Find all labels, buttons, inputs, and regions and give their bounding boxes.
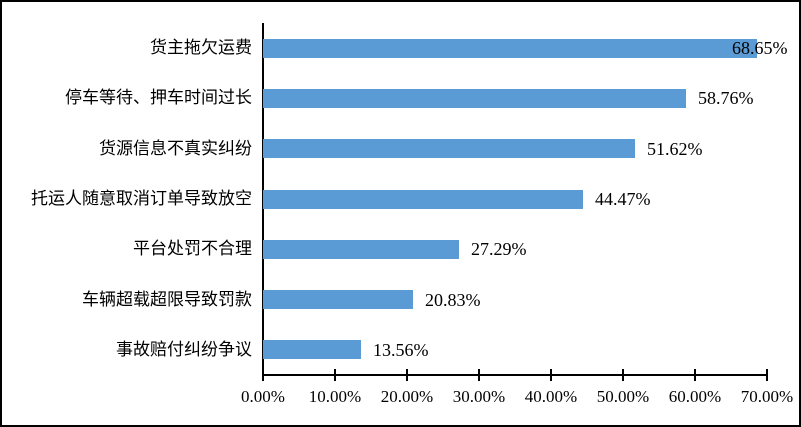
bar [263, 189, 583, 209]
data-label: 27.29% [471, 239, 527, 260]
bar [263, 340, 361, 360]
data-label: 58.76% [698, 88, 754, 109]
category-label: 车辆超载超限导致罚款 [82, 289, 252, 309]
bar [263, 239, 459, 259]
category-label: 平台处罚不合理 [133, 239, 252, 259]
category-label: 货源信息不真实纠纷 [99, 138, 252, 158]
data-label: 44.47% [595, 189, 651, 209]
data-label: 68.65% [732, 38, 788, 59]
bar [263, 290, 413, 310]
x-axis-tick [334, 369, 336, 381]
category-label: 托运人随意取消订单导致放空 [31, 189, 252, 208]
bar [263, 88, 686, 108]
x-axis-tick [262, 369, 264, 381]
x-axis-tick [406, 369, 408, 381]
data-label: 13.56% [373, 339, 429, 360]
x-axis-tick [478, 369, 480, 381]
data-label: 51.62% [647, 138, 703, 159]
bar [263, 38, 757, 58]
x-axis-tick [622, 369, 624, 381]
x-axis-tick-label: 30.00% [452, 387, 506, 406]
x-axis-tick [550, 369, 552, 381]
x-axis-tick-label: 60.00% [668, 387, 722, 406]
x-axis-line [262, 374, 766, 376]
category-label: 停车等待、押车时间过长 [65, 88, 252, 108]
x-axis-tick [766, 369, 768, 381]
category-label: 货主拖欠运费 [150, 38, 252, 58]
x-axis-tick-label: 40.00% [524, 387, 578, 406]
category-label: 事故赔付纠纷争议 [116, 339, 252, 359]
bar [263, 139, 635, 159]
x-axis-tick-label: 10.00% [308, 387, 362, 406]
data-label: 20.83% [425, 289, 481, 310]
x-axis-tick-label: 70.00% [740, 387, 794, 406]
x-axis-tick-label: 50.00% [596, 387, 650, 406]
x-axis-tick-label: 20.00% [380, 387, 434, 406]
x-axis-tick [694, 369, 696, 381]
x-axis-tick-label: 0.00% [241, 387, 285, 406]
